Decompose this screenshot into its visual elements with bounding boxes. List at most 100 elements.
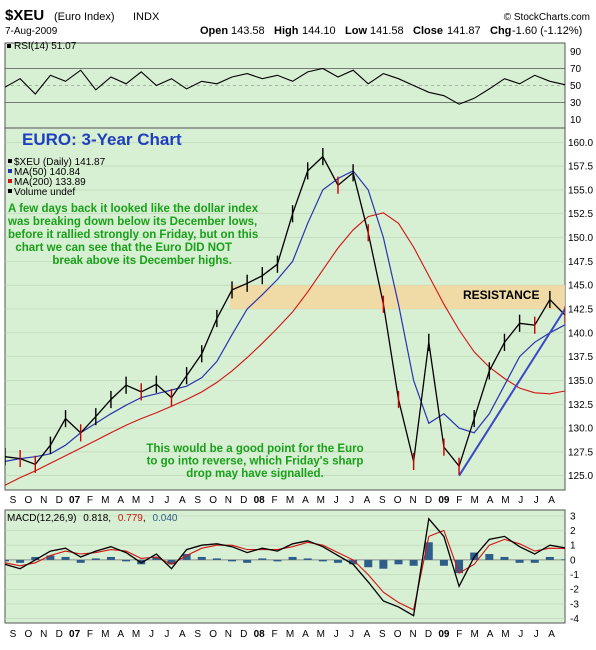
x-tick-label: 08 [254, 629, 266, 640]
x-tick-label: N [409, 629, 416, 640]
histogram-bar [515, 559, 524, 563]
open-label: Open [200, 25, 228, 37]
histogram-bar [122, 559, 131, 562]
x-tick-label: M [101, 495, 109, 506]
x-tick-label: N [40, 629, 47, 640]
rsi-legend-swatch [7, 44, 11, 48]
low-value: 141.58 [370, 25, 404, 37]
x-tick-label: M [501, 495, 509, 506]
x-tick-label: M [317, 629, 325, 640]
close-value: 141.87 [447, 25, 481, 37]
rsi-grid [5, 68, 565, 103]
legend-swatch [8, 159, 12, 163]
chg-value: -1.60 (-1.12%) [512, 25, 582, 37]
legend-entry: Volume undef [14, 187, 75, 198]
histogram-bar [318, 559, 327, 562]
rsi-tick-label: 30 [570, 98, 582, 109]
x-tick-label: A [179, 629, 186, 640]
chg-label: Chg [490, 25, 511, 37]
macd-tick-label: -1 [570, 570, 579, 581]
x-tick-label: A [548, 629, 555, 640]
legend-entry: MA(50) 140.84 [14, 167, 81, 178]
x-tick-label: N [225, 629, 232, 640]
chart-date: 7-Aug-2009 [5, 26, 58, 37]
x-tick-label: J [164, 495, 169, 506]
x-tick-label: O [209, 629, 217, 640]
histogram-bar [545, 556, 554, 560]
annotation-line: break above its December highs. [52, 255, 232, 267]
x-tick-label: N [409, 495, 416, 506]
legend-entry: $XEU (Daily) 141.87 [14, 157, 106, 168]
macd-histogram [5, 542, 565, 574]
x-tick-label: M [471, 495, 479, 506]
histogram-bar [379, 559, 388, 569]
histogram-bar [228, 559, 237, 562]
x-tick-label: O [25, 629, 33, 640]
x-tick-label: M [286, 495, 294, 506]
x-tick-label: 07 [69, 495, 81, 506]
x-tick-label: A [302, 629, 309, 640]
macd-tick-label: 3 [570, 511, 576, 522]
histogram-bar [409, 559, 418, 566]
price-tick-label: 152.5 [568, 209, 593, 220]
x-tick-label: D [240, 495, 247, 506]
x-tick-label: O [25, 495, 33, 506]
x-tick-label: A [117, 495, 124, 506]
x-tick-label: J [149, 495, 154, 506]
histogram-bar [76, 559, 85, 563]
annotation-1: A few days back it looked like the dolla… [7, 203, 259, 267]
histogram-bar [167, 559, 176, 565]
macd-tick-label: 1 [570, 541, 576, 552]
x-tick-label: O [394, 495, 402, 506]
rsi-line-group [5, 67, 565, 105]
rsi-line [5, 67, 565, 105]
x-tick-label: O [209, 495, 217, 506]
price-tick-label: 135.0 [568, 376, 593, 387]
x-tick-label: A [117, 629, 124, 640]
x-tick-label: J [149, 629, 154, 640]
x-tick-label: J [334, 495, 339, 506]
rsi-y-ticks: 90 70 50 30 10 [570, 47, 582, 126]
x-tick-label: J [518, 629, 523, 640]
macd-legend-histogram: 0.040 [152, 513, 177, 524]
price-y-ticks: 160.0 157.5 155.0 152.5 150.0 147.5 145.0 142.5… [568, 138, 593, 482]
annotation-line: was breaking down below its December low… [7, 216, 257, 228]
histogram-bar [500, 556, 509, 560]
histogram-bar [333, 559, 342, 563]
x-tick-label: A [487, 495, 494, 506]
x-tick-label: S [194, 495, 201, 506]
price-tick-label: 157.5 [568, 162, 593, 173]
histogram-bar [197, 556, 206, 560]
x-tick-label: 07 [69, 629, 81, 640]
price-tick-label: 127.5 [568, 447, 593, 458]
rsi-tick-label: 50 [570, 81, 582, 92]
histogram-bar [258, 558, 267, 560]
x-tick-label: A [548, 495, 555, 506]
histogram-bar [243, 559, 252, 563]
histogram-bar [288, 556, 297, 560]
trendline [458, 308, 565, 477]
price-series-group [5, 148, 565, 486]
x-tick-label: A [364, 495, 371, 506]
annotation-2: This would be a good point for the Eurot… [146, 443, 363, 480]
macd-tick-label: 2 [570, 526, 576, 537]
x-tick-label: J [164, 629, 169, 640]
x-tick-label: F [456, 629, 462, 640]
x-tick-label: O [394, 629, 402, 640]
histogram-bar [91, 558, 100, 560]
price-tick-label: 147.5 [568, 257, 593, 268]
histogram-bar [530, 559, 539, 563]
annotation-line: to go into reverse, which Friday's sharp [147, 456, 364, 468]
histogram-bar [364, 559, 373, 568]
x-tick-label: F [272, 629, 278, 640]
legend-entry: MA(200) 133.89 [14, 177, 86, 188]
x-tick-label: 08 [254, 495, 266, 506]
histogram-bar [212, 558, 221, 560]
macd-panel-bg [4, 509, 566, 624]
histogram-bar [16, 559, 25, 563]
histogram-bar [394, 559, 403, 565]
price-line [5, 155, 565, 468]
rsi-tick-label: 10 [570, 115, 582, 126]
high-label: High [274, 25, 299, 37]
